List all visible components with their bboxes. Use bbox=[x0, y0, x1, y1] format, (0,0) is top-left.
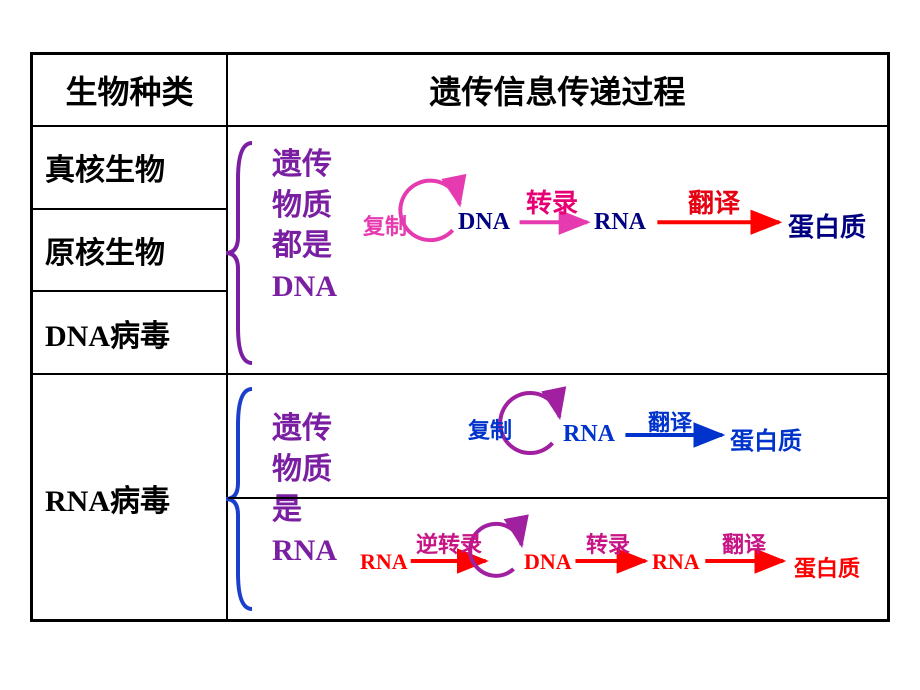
flow-mid-protein-label: 蛋白质 bbox=[730, 421, 802, 456]
row-rna-virus: RNA病毒 bbox=[33, 375, 228, 621]
flow-top-dna-label: DNA bbox=[458, 209, 510, 236]
flow-bot-protein-label: 蛋白质 bbox=[794, 551, 860, 583]
flow-mid-rna-label: RNA bbox=[563, 421, 615, 448]
flow-mid-translation-label: 翻译 bbox=[648, 405, 692, 437]
header-left-cell: 生物种类 bbox=[33, 55, 228, 125]
flow-top-rna-label: RNA bbox=[594, 209, 646, 236]
flow-top-replication-label: 复制 bbox=[363, 209, 407, 241]
brace-top-icon bbox=[222, 139, 262, 367]
row-eukaryote-label: 真核生物 bbox=[45, 145, 165, 189]
flow-bot-translation-label: 翻译 bbox=[722, 527, 766, 559]
flow-bot-rna1-label: RNA bbox=[360, 549, 408, 575]
flow-bot-dna-label: DNA bbox=[524, 549, 572, 575]
flow-bot-revtrans-label: 逆转录 bbox=[416, 527, 482, 559]
flow-top-protein-label: 蛋白质 bbox=[788, 207, 866, 244]
header-left-label: 生物种类 bbox=[65, 67, 193, 113]
flow-bot-transcription-label: 转录 bbox=[586, 527, 630, 559]
body-top-section: 真核生物 原核生物 DNA病毒 遗传 物质 都是 DNA bbox=[33, 127, 887, 375]
body-bottom-section: RNA病毒 遗传 物质 是 RNA bbox=[33, 375, 887, 621]
right-bottom: 遗传 物质 是 RNA 复制 RNA bbox=[228, 375, 887, 621]
header-right-cell: 遗传信息传递过程 bbox=[228, 55, 887, 125]
header-right-label: 遗传信息传递过程 bbox=[429, 67, 685, 113]
right-bottom-lower: RNA 逆转录 DNA 转录 RNA 翻译 蛋白质 bbox=[228, 499, 887, 621]
table-header-row: 生物种类 遗传信息传递过程 bbox=[33, 55, 887, 127]
genetics-table: 生物种类 遗传信息传递过程 真核生物 原核生物 DNA病毒 遗传 物质 都是 D… bbox=[30, 52, 890, 622]
note-top-text: 遗传 物质 都是 DNA bbox=[272, 145, 337, 307]
flow-top-translation-label: 翻译 bbox=[688, 183, 740, 220]
flow-mid-replication-label: 复制 bbox=[468, 413, 512, 445]
right-merged-top: 遗传 物质 都是 DNA 复制 DNA bbox=[228, 127, 887, 373]
row-dna-virus: DNA病毒 bbox=[33, 292, 226, 373]
row-prokaryote: 原核生物 bbox=[33, 210, 226, 293]
left-stack-top: 真核生物 原核生物 DNA病毒 bbox=[33, 127, 228, 373]
row-eukaryote: 真核生物 bbox=[33, 127, 226, 210]
right-bottom-upper: 复制 RNA 翻译 蛋白质 bbox=[228, 375, 887, 499]
row-rna-virus-label: RNA病毒 bbox=[45, 476, 170, 520]
flow-bot-rna2-label: RNA bbox=[652, 549, 700, 575]
row-prokaryote-label: 原核生物 bbox=[45, 228, 165, 272]
flow-top-transcription-label: 转录 bbox=[526, 183, 578, 220]
row-dna-virus-label: DNA病毒 bbox=[45, 311, 170, 355]
